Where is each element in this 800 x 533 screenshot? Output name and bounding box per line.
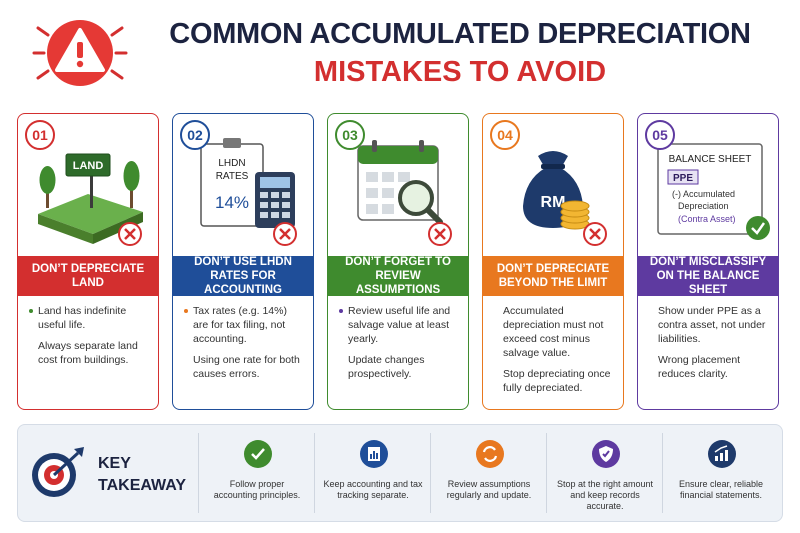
subtitle: MISTAKES TO AVOID (313, 56, 607, 88)
item-text: Ensure clear, reliable financial stateme… (678, 479, 764, 500)
point: Using one rate for both causes errors. (193, 354, 300, 380)
card-number: 01 (25, 120, 55, 150)
panel-line: Depreciation (678, 201, 729, 211)
icon (360, 440, 388, 468)
balance-sheet-illustration: BALANCE SHEET PPE (-) Accumulated Deprec… (657, 143, 770, 240)
key-takeaway: KEY TAKEAWAY Follow proper accounting pr… (17, 424, 783, 522)
card-points: Tax rates (e.g. 14%) are for tax filing,… (173, 304, 313, 388)
card-points: Land has indefinite useful life. Always … (18, 304, 158, 374)
icon (708, 440, 736, 468)
card-points: Review useful life and salvage value at … (328, 304, 468, 388)
doc-rate: 14% (215, 193, 249, 212)
label-line: KEY (98, 455, 131, 472)
card: RM 04 DON’T DEPRECIATE BEYOND THE LIMIT … (482, 113, 624, 410)
item-text: Review assumptions regularly and update. (446, 479, 532, 500)
panel-line: (Contra Asset) (678, 214, 736, 224)
land-illustration: LAND (38, 153, 143, 246)
icon (592, 440, 620, 468)
target-icon (32, 447, 84, 497)
card-points: Accumulated depreciation must not exceed… (483, 304, 623, 402)
takeaway-item: Stop at the right amount and keep record… (546, 433, 663, 513)
point: Review useful life and salvage value at … (339, 304, 456, 346)
card: 03 DON’T FORGET TO REVIEW ASSUMPTIONS Re… (327, 113, 469, 410)
label-line: TAKEAWAY (98, 477, 187, 494)
point: Tax rates (e.g. 14%) are for tax filing,… (184, 304, 301, 346)
panel-line: (-) Accumulated (672, 189, 735, 199)
item-text: Keep accounting and tax tracking separat… (323, 479, 423, 500)
item-text: Follow proper accounting principles. (213, 479, 301, 500)
bag-text: RM (541, 194, 566, 211)
takeaway-item: Review assumptions regularly and update. (430, 433, 547, 513)
takeaway-item: Keep accounting and tax tracking separat… (314, 433, 431, 513)
money-illustration: RM (523, 151, 607, 246)
card: LHDN RATES 14% 02 DON’T USE LHDN RATES F… (172, 113, 314, 410)
card-heading: DON’T MISCLASSIFY ON THE BALANCE SHEET (637, 256, 779, 296)
point: Land has indefinite useful life. (29, 304, 146, 332)
takeaway-label: KEY TAKEAWAY (98, 453, 186, 497)
point: Wrong placement reduces clarity. (658, 354, 741, 380)
point: Accumulated depreciation must not exceed… (503, 305, 604, 359)
takeaway-item: Ensure clear, reliable financial stateme… (662, 433, 779, 513)
card-heading: DON’T FORGET TO REVIEW ASSUMPTIONS (327, 256, 469, 296)
card-number: 02 (180, 120, 210, 150)
card-number: 05 (645, 120, 675, 150)
tax-illustration: LHDN RATES 14% (200, 138, 297, 246)
point: Update changes prospectively. (348, 354, 425, 380)
doc-text: RATES (216, 171, 249, 182)
icon (476, 440, 504, 468)
card-heading: DON’T DEPRECIATE BEYOND THE LIMIT (482, 256, 624, 296)
panel-box: PPE (673, 173, 693, 184)
card-number: 04 (490, 120, 520, 150)
card: LAND 01 DON’T DEPRECIATE LAND Land has i… (17, 113, 159, 410)
doc-text: LHDN (218, 158, 245, 169)
card-heading: DON’T USE LHDN RATES FOR ACCOUNTING (172, 256, 314, 296)
card-points: Show under PPE as a contra asset, not un… (638, 304, 778, 388)
card-heading: DON’T DEPRECIATE LAND (17, 256, 159, 296)
card-number: 03 (335, 120, 365, 150)
icon (244, 440, 272, 468)
title: COMMON ACCUMULATED DEPRECIATION (169, 18, 751, 50)
sign-text: LAND (73, 160, 104, 172)
calendar-illustration (357, 140, 452, 246)
warning-icon (32, 20, 128, 86)
card: BALANCE SHEET PPE (-) Accumulated Deprec… (637, 113, 779, 410)
point: Show under PPE as a contra asset, not un… (658, 305, 766, 345)
takeaway-item: Follow proper accounting principles. (198, 433, 315, 513)
point: Stop depreciating once fully depreciated… (503, 368, 611, 394)
point: Always separate land cost from buildings… (38, 340, 138, 366)
panel-title: BALANCE SHEET (669, 154, 752, 165)
item-text: Stop at the right amount and keep record… (556, 479, 654, 511)
